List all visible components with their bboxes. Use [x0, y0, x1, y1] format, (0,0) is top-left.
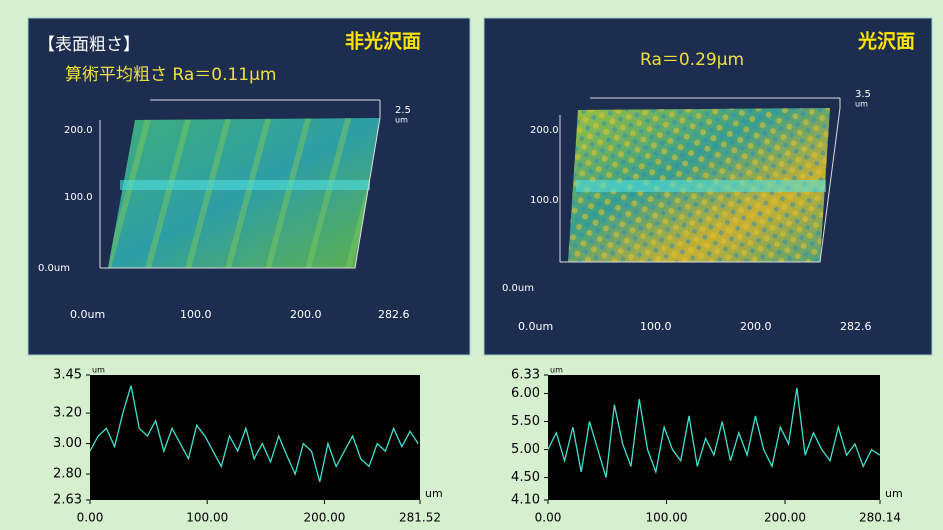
y-tick-label: 3.45 — [53, 368, 82, 383]
y-label: 200.0 — [64, 125, 93, 136]
figure: 【表面粗さ】算術平均粗さ Ra＝0.11μm非光沢面2.5um200.0100.… — [0, 0, 943, 526]
x-label: 282.6 — [378, 308, 410, 321]
plot-area — [548, 375, 880, 500]
x-tick-label: 100.00 — [646, 511, 688, 525]
z-label: 3.5 — [855, 89, 871, 100]
x-label: 200.0 — [290, 308, 322, 321]
x-unit: um — [425, 487, 443, 500]
ra-value: Ra＝0.29μm — [640, 50, 744, 70]
ra-value: 算術平均粗さ Ra＝0.11μm — [65, 65, 277, 85]
y-label: 100.0 — [64, 192, 93, 203]
x-label: 0.0um — [70, 308, 105, 321]
x-label: 100.0 — [180, 308, 212, 321]
x-tick-label: 100.00 — [186, 511, 228, 525]
finish-label: 非光沢面 — [345, 30, 421, 53]
y-label: 100.0 — [530, 195, 559, 206]
y-tick-label: 5.50 — [511, 414, 540, 429]
heading: 【表面粗さ】 — [38, 35, 140, 55]
x-label: 200.0 — [740, 320, 772, 333]
y-tick-label: 4.10 — [511, 493, 540, 508]
y-tick-label: 2.80 — [53, 467, 82, 482]
y-tick-label: 5.00 — [511, 442, 540, 457]
y-unit: um — [550, 366, 563, 375]
scan-line — [120, 180, 370, 190]
x-tick-label: 200.00 — [764, 511, 806, 525]
x-tick-label: 280.14 — [859, 511, 901, 525]
x-label: 282.6 — [840, 320, 872, 333]
y-tick-label: 6.33 — [511, 368, 540, 383]
scan-line — [576, 180, 826, 192]
y-tick-label: 3.20 — [53, 406, 82, 421]
x-tick-label: 0.00 — [77, 511, 104, 525]
x-tick-label: 281.52 — [399, 511, 441, 525]
x-tick-label: 200.00 — [303, 511, 345, 525]
surface-texture — [108, 118, 380, 268]
y-tick-label: 3.00 — [53, 436, 82, 451]
x-unit: um — [885, 487, 903, 500]
finish-label: 光沢面 — [857, 30, 915, 53]
y-label: 0.0um — [38, 263, 70, 274]
y-tick-label: 2.63 — [53, 493, 82, 508]
page: 【表面粗さ】算術平均粗さ Ra＝0.11μm非光沢面2.5um200.0100.… — [0, 0, 943, 526]
x-label: 100.0 — [640, 320, 672, 333]
x-label: 0.0um — [518, 320, 553, 333]
y-label: 200.0 — [530, 125, 559, 136]
y-tick-label: 4.50 — [511, 470, 540, 485]
plot-area — [90, 375, 420, 500]
z-label: 2.5 — [395, 105, 411, 116]
x-tick-label: 0.00 — [535, 511, 562, 525]
y-unit: um — [92, 366, 105, 375]
y-label: 0.0um — [502, 283, 534, 294]
z-unit: um — [395, 116, 408, 125]
z-unit: um — [855, 100, 868, 109]
y-tick-label: 6.00 — [511, 386, 540, 401]
